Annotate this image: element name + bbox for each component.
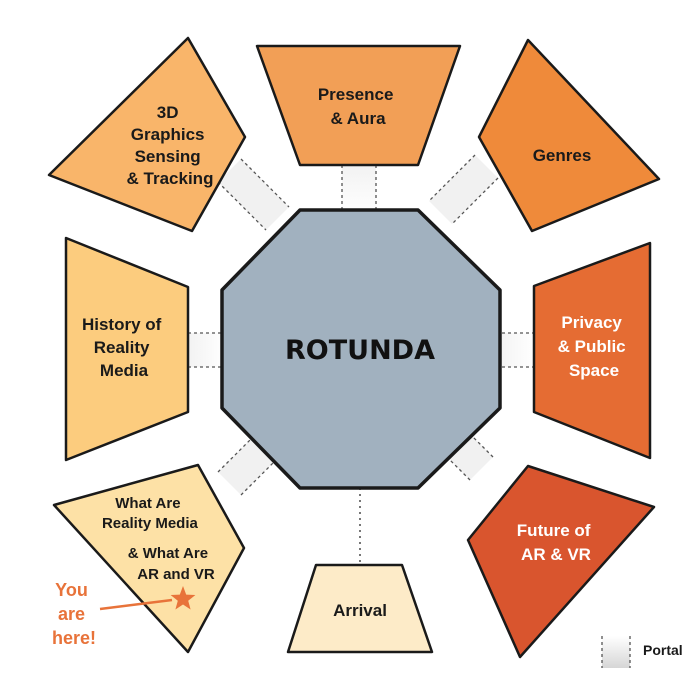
legend: Portal [601, 636, 683, 668]
room-future[interactable]: Future of AR & VR [466, 464, 656, 659]
room-presence-aura-shape [255, 44, 462, 167]
room-arrival-shape [286, 563, 434, 654]
room-history-label: History of Reality Media [82, 315, 166, 380]
portal-graphics [217, 158, 290, 231]
portal-presence [341, 165, 377, 213]
room-privacy[interactable]: Privacy & Public Space [532, 241, 652, 460]
room-genres-label: Genres [533, 146, 592, 165]
portal-genres [428, 154, 499, 225]
room-history-shape [64, 236, 190, 462]
room-what-are-label: What Are Reality Media & What Are AR and… [102, 495, 215, 583]
you-are-here-marker: You are here! [52, 580, 196, 648]
room-3d-graphics[interactable]: 3D Graphics Sensing & Tracking [47, 36, 247, 233]
room-arrival[interactable]: Arrival [286, 563, 434, 654]
rotunda-label: ROTUNDA [285, 335, 435, 366]
room-privacy-label: Privacy & Public Space [558, 313, 631, 380]
room-presence-aura[interactable]: Presence & Aura [255, 44, 462, 167]
room-what-are[interactable]: What Are Reality Media & What Are AR and… [52, 463, 246, 654]
you-are-here-arrow [99, 598, 173, 611]
portal-privacy [496, 332, 534, 368]
room-3d-graphics-label: 3D Graphics Sensing & Tracking [127, 103, 214, 188]
rotunda[interactable]: ROTUNDA [220, 208, 502, 490]
room-history[interactable]: History of Reality Media [64, 236, 190, 462]
rotunda-shape [220, 208, 502, 490]
room-genres-shape [477, 38, 661, 233]
room-future-shape [466, 464, 656, 659]
room-presence-aura-label: Presence & Aura [318, 85, 398, 128]
room-3d-graphics-shape [47, 36, 247, 233]
legend-label: Portal [643, 642, 683, 658]
portal-history [188, 332, 224, 368]
room-genres[interactable]: Genres [477, 38, 661, 233]
you-are-here-label: You are here! [52, 580, 96, 648]
room-arrival-label: Arrival [333, 601, 387, 620]
room-future-label: Future of AR & VR [517, 521, 595, 564]
room-privacy-shape [532, 241, 652, 460]
star-icon [170, 586, 196, 610]
portal-swatch [602, 636, 630, 668]
